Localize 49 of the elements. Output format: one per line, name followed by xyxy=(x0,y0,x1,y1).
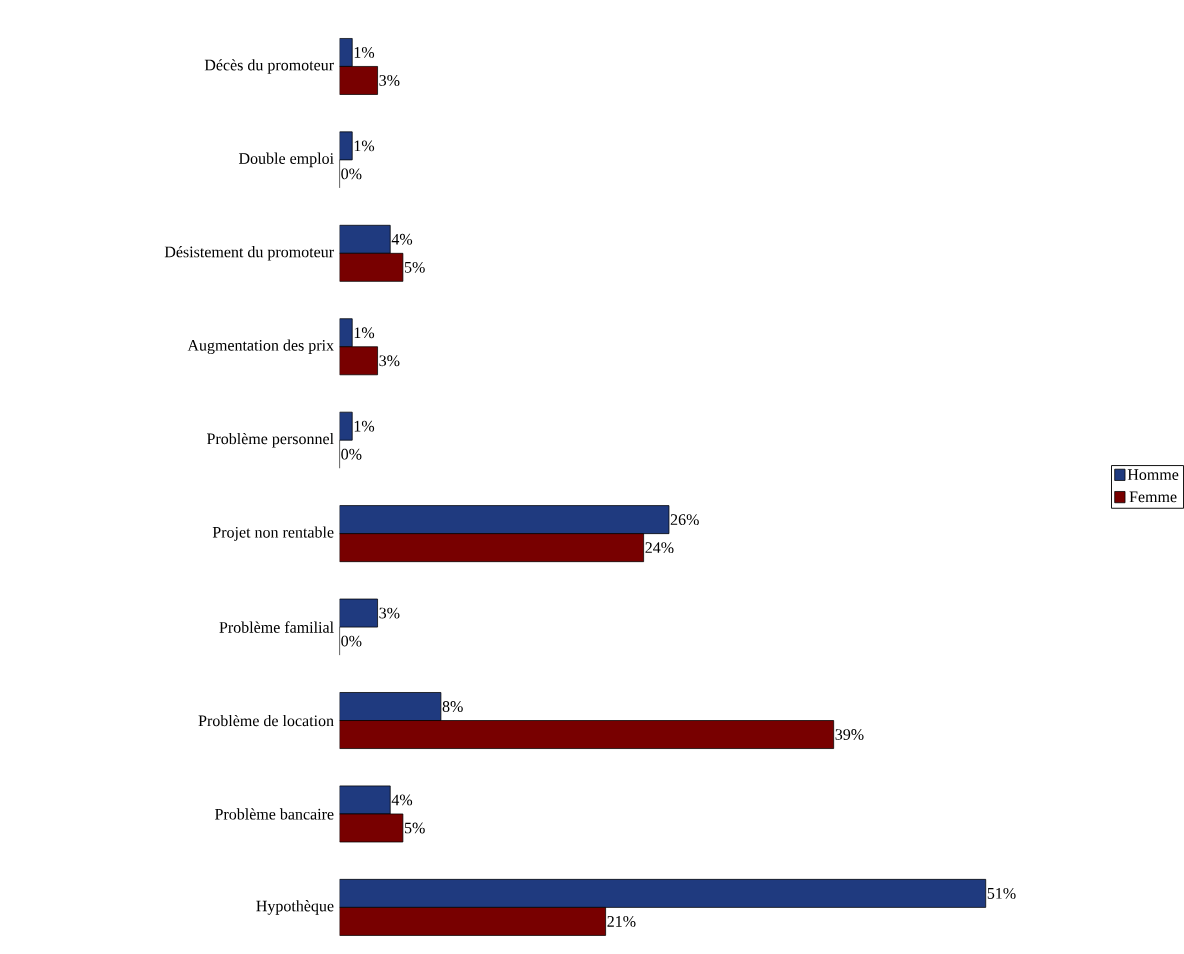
bar xyxy=(339,505,670,534)
y-tick-label: Problème personnel xyxy=(206,432,334,448)
data-label: 8% xyxy=(442,701,463,712)
data-label: 4% xyxy=(391,794,413,806)
bar xyxy=(339,252,404,282)
data-label: 5% xyxy=(404,822,425,834)
bar xyxy=(339,906,606,936)
data-label: 21% xyxy=(607,915,636,927)
y-tick-label: Désistement du promoteur xyxy=(164,246,334,261)
bar xyxy=(339,37,353,67)
bar xyxy=(339,346,378,376)
legend-label: Homme xyxy=(1127,469,1179,480)
y-tick-label: Problème bancaire xyxy=(215,808,334,820)
data-label: 3% xyxy=(379,355,400,367)
data-label: 26% xyxy=(670,514,699,525)
bar xyxy=(339,720,835,749)
bar xyxy=(339,692,442,721)
data-label: 51% xyxy=(987,887,1016,899)
legend-label: Femme xyxy=(1129,491,1177,503)
data-label: 1% xyxy=(354,46,375,58)
data-label: 4% xyxy=(391,233,413,245)
bar xyxy=(339,224,391,254)
bar xyxy=(339,318,353,348)
data-label: 5% xyxy=(404,261,425,273)
data-label: 0% xyxy=(341,168,362,180)
data-label: 1% xyxy=(354,140,375,152)
bar xyxy=(339,131,353,161)
data-label: 1% xyxy=(354,420,375,432)
y-tick-label: Problème de location xyxy=(198,714,334,727)
bar xyxy=(339,533,645,562)
y-tick-label: Hypothèque xyxy=(256,900,334,915)
data-label: 0% xyxy=(341,635,362,647)
bar xyxy=(339,878,987,908)
data-label: 24% xyxy=(645,542,674,554)
data-label: 1% xyxy=(354,327,375,339)
data-label: 39% xyxy=(835,729,864,740)
data-label: 3% xyxy=(379,74,400,86)
y-tick-label: Augmentation des prix xyxy=(187,339,334,354)
bar xyxy=(339,598,378,628)
data-label: 3% xyxy=(379,607,400,619)
bar xyxy=(339,785,391,815)
y-tick-label: Double emploi xyxy=(238,152,334,168)
bar xyxy=(339,813,404,843)
y-tick-label: Problème familial xyxy=(219,621,334,633)
y-tick-label: Décès du promoteur xyxy=(204,59,334,74)
y-tick-label: Projet non rentable xyxy=(212,526,334,541)
bar xyxy=(339,411,353,441)
bar xyxy=(339,66,378,95)
data-label: 0% xyxy=(341,448,362,460)
